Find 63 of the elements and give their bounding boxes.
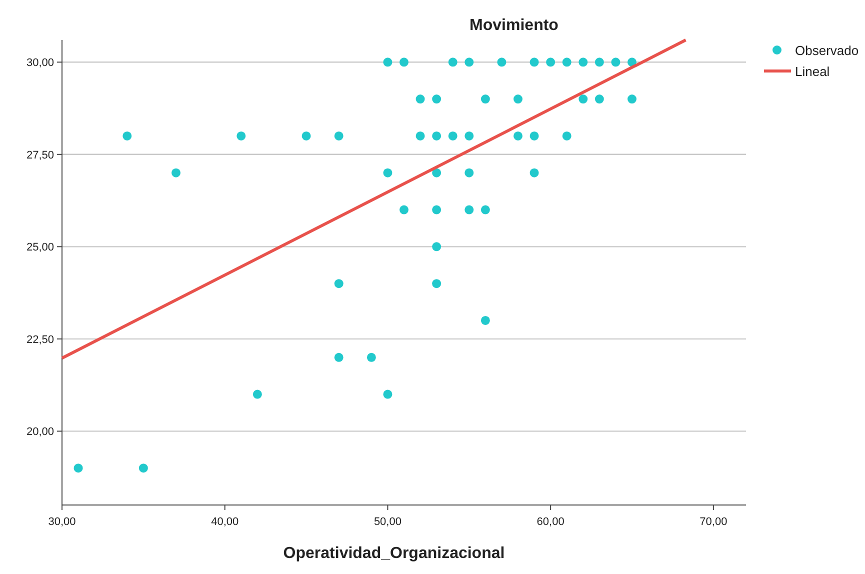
point (464, 205, 474, 214)
point (432, 168, 442, 178)
point (400, 205, 408, 214)
legend-label: Observado (795, 43, 859, 58)
point (480, 316, 490, 325)
point (334, 279, 344, 288)
y-tick-label: 22,50 (26, 334, 54, 346)
point (74, 464, 83, 473)
point (138, 464, 148, 473)
chart-title: Movimiento (470, 17, 559, 34)
point (611, 58, 620, 67)
point (480, 205, 490, 214)
point (400, 58, 408, 67)
point (432, 94, 442, 104)
point (432, 279, 442, 288)
y-tick-label: 25,00 (26, 242, 54, 254)
point (530, 168, 539, 178)
point (546, 58, 556, 67)
point (464, 58, 474, 67)
point (366, 352, 376, 362)
point (514, 94, 522, 104)
point (480, 94, 490, 104)
point (236, 131, 246, 140)
point (432, 131, 442, 140)
point (562, 131, 572, 140)
point (530, 131, 539, 140)
y-tick-label: 20,00 (26, 426, 54, 438)
point (416, 131, 425, 140)
point (334, 352, 344, 362)
point (562, 58, 572, 67)
x-tick-label: 30,00 (48, 516, 76, 528)
point (594, 94, 604, 104)
point (497, 58, 506, 67)
legend-label: Lineal (795, 64, 830, 79)
point (448, 131, 458, 140)
point (594, 58, 604, 67)
point (464, 131, 474, 140)
point (122, 131, 132, 140)
point (383, 390, 392, 399)
point (172, 168, 180, 178)
x-axis-title: Operatividad_Organizacional (283, 545, 505, 562)
x-tick-label: 70,00 (700, 516, 728, 528)
y-tick-label: 30,00 (26, 57, 54, 70)
point (448, 58, 458, 67)
point (514, 131, 522, 140)
x-tick-label: 60,00 (536, 516, 564, 528)
point (416, 94, 425, 104)
point (628, 94, 636, 104)
point (628, 58, 636, 67)
point (432, 205, 442, 214)
point (578, 58, 588, 67)
point (252, 390, 262, 399)
point (530, 58, 539, 67)
point (432, 242, 442, 252)
point (383, 168, 392, 178)
point (334, 131, 344, 140)
x-tick-label: 40,00 (211, 516, 239, 528)
y-tick-label: 27,50 (26, 149, 54, 162)
point (578, 94, 588, 104)
x-tick-label: 50,00 (374, 516, 402, 528)
point (302, 131, 311, 140)
point (464, 168, 474, 178)
point (383, 58, 392, 67)
